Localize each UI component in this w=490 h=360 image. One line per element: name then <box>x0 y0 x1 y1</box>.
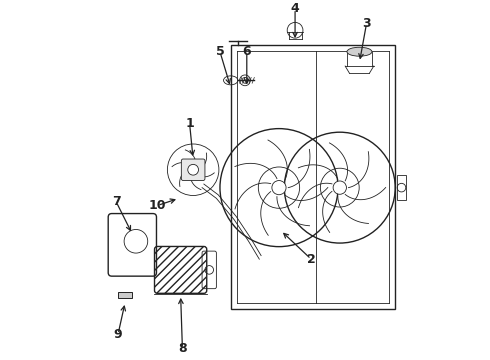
FancyBboxPatch shape <box>119 292 132 298</box>
Text: 3: 3 <box>362 17 371 30</box>
Text: 1: 1 <box>185 117 194 130</box>
Circle shape <box>333 181 346 194</box>
Bar <box>231 45 395 309</box>
Text: 10: 10 <box>148 199 166 212</box>
Bar <box>397 175 406 200</box>
Ellipse shape <box>347 47 372 56</box>
Text: 8: 8 <box>178 342 187 355</box>
Text: 7: 7 <box>112 195 121 208</box>
Text: 6: 6 <box>243 45 251 58</box>
Text: 2: 2 <box>307 253 316 266</box>
Text: 4: 4 <box>291 2 299 15</box>
Circle shape <box>188 165 198 175</box>
FancyBboxPatch shape <box>181 159 205 180</box>
Text: 9: 9 <box>114 328 122 341</box>
Text: 5: 5 <box>216 45 224 58</box>
Circle shape <box>124 229 147 253</box>
Circle shape <box>272 181 286 195</box>
